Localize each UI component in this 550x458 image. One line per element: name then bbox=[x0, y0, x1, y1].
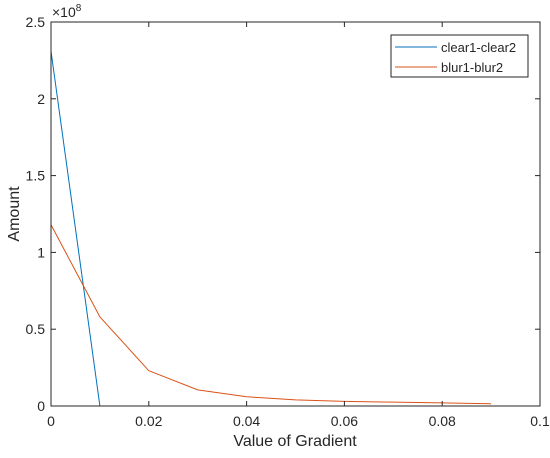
y-tick-label: 2.5 bbox=[26, 14, 46, 30]
axes-box bbox=[50, 21, 541, 407]
y-axis-exponent-power: 8 bbox=[76, 3, 82, 14]
y-tick-label: 0 bbox=[37, 398, 45, 414]
legend-label-clear1-clear2: clear1-clear2 bbox=[441, 40, 516, 55]
x-tick-label: 0.08 bbox=[429, 413, 456, 429]
legend: clear1-clear2 blur1-blur2 bbox=[390, 34, 529, 78]
x-tick-label: 0.1 bbox=[530, 413, 550, 429]
y-axis-label: Amount bbox=[6, 186, 23, 242]
y-axis-exponent-base: ×10 bbox=[52, 4, 76, 20]
y-tick-label: 2 bbox=[37, 91, 45, 107]
y-tick-label: 0.5 bbox=[26, 321, 46, 337]
plot-background bbox=[51, 22, 540, 406]
y-tick-label: 1 bbox=[37, 244, 45, 260]
x-tick-label: 0.02 bbox=[135, 413, 162, 429]
legend-label-blur1-blur2: blur1-blur2 bbox=[441, 60, 503, 75]
legend-box bbox=[390, 34, 529, 78]
x-tick-label: 0 bbox=[47, 413, 55, 429]
x-tick-label: 0.04 bbox=[233, 413, 260, 429]
tick-layer: 0 0.02 0.04 0.06 0.08 0.1 0 0.5 1 1.5 2 2.5 bbox=[26, 14, 550, 429]
x-axis-label: Value of Gradient bbox=[233, 433, 357, 450]
y-tick-label: 1.5 bbox=[26, 168, 46, 184]
series-line-blur1-blur2 bbox=[50, 224, 492, 405]
x-tick-label: 0.06 bbox=[331, 413, 358, 429]
axes-layer bbox=[50, 21, 541, 407]
y-axis-exponent: ×108 bbox=[52, 3, 82, 20]
